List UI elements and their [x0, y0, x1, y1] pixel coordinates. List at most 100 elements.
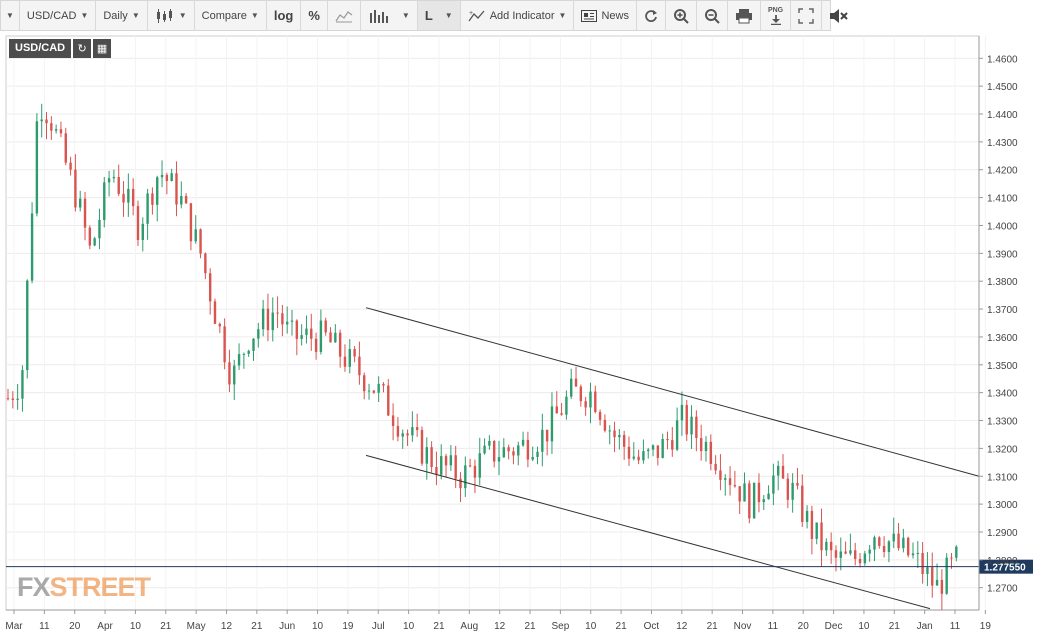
candle-body: [752, 482, 756, 519]
candle-body: [74, 169, 77, 208]
x-tick-label: 21: [524, 621, 536, 632]
candle-body: [733, 484, 737, 487]
candle-body: [276, 312, 279, 314]
channel-lower-line: [365, 454, 931, 610]
news-button[interactable]: News: [574, 1, 637, 30]
y-tick-label: 1.4500: [987, 82, 1018, 93]
candle-body: [64, 133, 67, 163]
line-type-selector[interactable]: L ▼: [417, 1, 461, 30]
candle-body: [603, 419, 607, 431]
x-tick-label: May: [187, 621, 206, 632]
x-tick-label: 11: [768, 621, 779, 632]
candle-body: [690, 416, 693, 435]
area-chart-button[interactable]: [328, 1, 361, 30]
candle-body: [295, 320, 299, 339]
symbol-selector[interactable]: USD/CAD ▼: [20, 1, 97, 30]
candle-body: [704, 441, 708, 452]
log-scale-button[interactable]: log: [267, 1, 302, 30]
compare-label: Compare: [201, 9, 247, 22]
candle-body: [781, 465, 785, 479]
print-button[interactable]: [728, 1, 761, 30]
add-indicator-label: Add Indicator: [489, 9, 555, 22]
compare-button[interactable]: Compare ▼: [195, 1, 267, 30]
candle-body: [156, 177, 159, 205]
candle-body: [319, 320, 323, 352]
y-tick-label: 1.3600: [987, 333, 1018, 344]
add-indicator-button[interactable]: + Add Indicator ▼: [461, 1, 575, 30]
candle-body: [719, 470, 722, 480]
candle-body: [54, 129, 58, 131]
candles: [6, 103, 958, 611]
candle-body: [887, 541, 891, 553]
candle-body: [724, 478, 727, 480]
y-tick-label: 1.4300: [987, 138, 1018, 149]
chart-type-selector[interactable]: ▼: [148, 1, 195, 30]
mute-button[interactable]: [822, 1, 856, 30]
candle-body: [314, 338, 318, 352]
x-axis: Mar 11 20 Apr 10 21 May 12 21 Jun 10 19 Jul 10 21 Aug 12…: [5, 609, 992, 632]
candle-body: [570, 378, 573, 397]
candle-body: [834, 550, 838, 558]
png-download-button[interactable]: PNG: [761, 1, 792, 30]
candle-body: [165, 174, 169, 181]
plot-area: [5, 35, 980, 611]
candle-body: [281, 313, 284, 325]
y-tick-label: 1.4600: [987, 54, 1018, 65]
candle-body: [464, 465, 467, 489]
candle-body: [40, 119, 43, 122]
candle-body: [608, 430, 611, 432]
candle-body: [579, 386, 583, 402]
candle-body: [199, 229, 202, 254]
interval-selector[interactable]: Daily ▼: [96, 1, 148, 30]
candle-body: [906, 537, 910, 556]
refresh-icon[interactable]: ↻: [73, 39, 92, 58]
x-tick-label: Mar: [5, 621, 23, 632]
candle-body: [478, 453, 481, 478]
menu-button[interactable]: ▼: [1, 1, 20, 30]
fullscreen-button[interactable]: [791, 1, 823, 30]
y-tick-label: 1.3400: [987, 389, 1018, 400]
candle-body: [285, 321, 289, 325]
symbol-box: USD/CAD ↻ ▦: [9, 39, 112, 58]
zoom-in-button[interactable]: [666, 1, 697, 30]
candle-body: [59, 129, 63, 134]
candle-body: [488, 440, 491, 446]
chevron-down-icon: ▼: [6, 11, 14, 20]
candle-body: [772, 475, 775, 494]
candle-body: [791, 482, 794, 500]
candle-body: [526, 439, 530, 460]
bar-chart-button[interactable]: ▼: [361, 1, 418, 30]
x-tick-label: Apr: [97, 621, 113, 632]
candle-body: [849, 550, 852, 554]
candle-body: [329, 332, 332, 343]
chart-toolbar: ▼ USD/CAD ▼ Daily ▼ ▼ Compare ▼ log % ▼ L ▼ …: [0, 0, 848, 31]
candle-body: [237, 354, 241, 366]
logo-fx: FX: [17, 572, 51, 602]
candle-body: [6, 398, 10, 400]
candle-body: [825, 541, 828, 551]
refresh-button[interactable]: [637, 1, 666, 30]
candle-body: [449, 455, 453, 466]
candle-body: [45, 119, 48, 124]
zoom-out-button[interactable]: [697, 1, 728, 30]
candle-body: [661, 439, 664, 458]
y-tick-label: 1.3700: [987, 305, 1018, 316]
candle-body: [902, 537, 905, 549]
candle-body: [844, 551, 847, 554]
percent-scale-button[interactable]: %: [301, 1, 328, 30]
candle-body: [189, 203, 193, 242]
x-tick-label: 19: [980, 621, 992, 632]
candle-body: [545, 429, 549, 442]
calculator-icon[interactable]: ▦: [93, 39, 112, 58]
y-tick-label: 1.2800: [987, 556, 1018, 567]
chevron-down-icon: ▼: [178, 11, 187, 20]
x-tick-label: 11: [39, 621, 50, 632]
candle-body: [107, 178, 111, 183]
candle-body: [637, 456, 640, 461]
candle-body: [396, 426, 400, 437]
candle-body: [521, 439, 525, 446]
x-tick-label: Nov: [734, 621, 752, 632]
candle-body: [252, 338, 255, 351]
candle-body: [594, 391, 597, 412]
